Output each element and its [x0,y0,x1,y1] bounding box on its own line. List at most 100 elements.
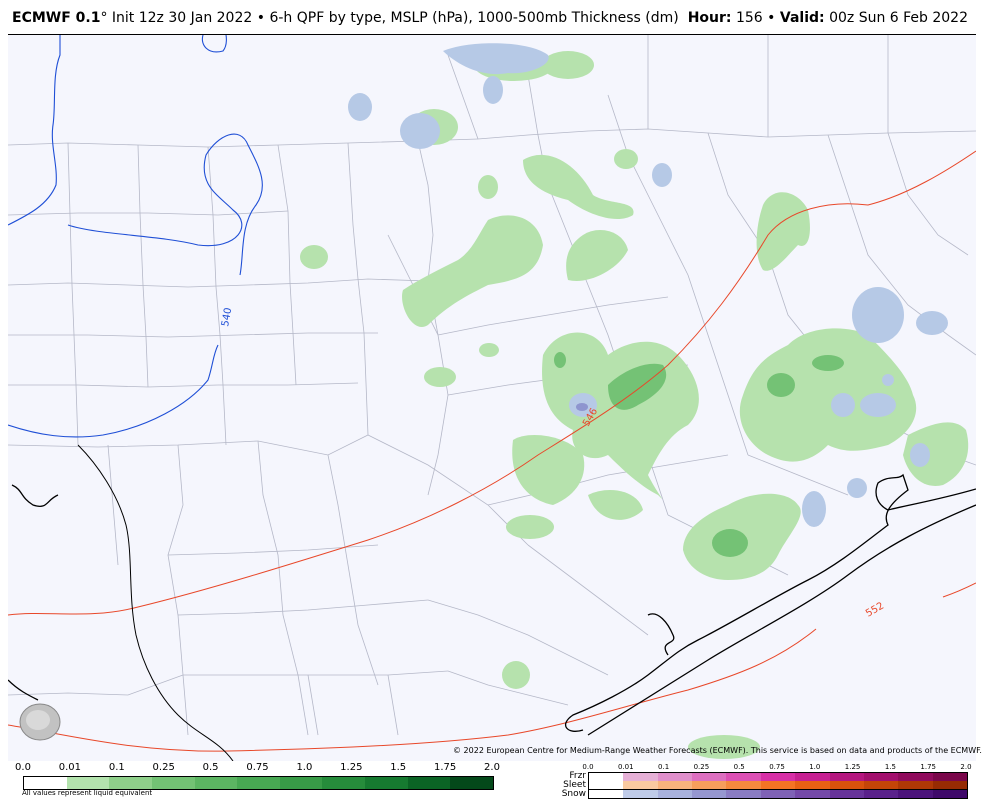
forecast-map: 540 546 552 [8,34,976,761]
qpf-color-swatch [237,777,280,789]
logo-icon [19,703,61,741]
hour-label: Hour: [687,10,732,26]
precip-type-tick-label: 1.75 [920,763,936,771]
precip-type-tick-label: 2.0 [960,763,972,771]
product-name: 6-h QPF by type, MSLP (hPa), 1000-500mb … [269,10,679,26]
precip-type-swatch [657,773,693,781]
precip-type-swatch [760,790,796,798]
precip-type-tick-label: 1.5 [884,763,896,771]
precip-type-swatch [932,781,967,789]
precip-type-tick-label: 0.01 [618,763,634,771]
qpf-tick-label: 0.5 [202,762,219,773]
label-552: 552 [864,601,886,620]
qpf-color-bar [23,776,494,790]
precip-type-tick-label: 1.0 [809,763,821,771]
qpf-color-swatch [24,777,67,789]
precip-type-swatch [795,773,830,781]
precip-type-swatch [623,781,658,789]
precip-type-label: Sleet [563,780,586,790]
map-canvas: 540 546 552 [8,35,976,761]
valid-time-header: Hour: 156 • Valid: 00z Sun 6 Feb 2022 [688,10,968,26]
precip-type-swatch [932,773,967,781]
qpf-tick-label: 0.1 [108,762,125,773]
precip-type-color-row [588,772,968,782]
map-title: ECMWF 0.1° Init 12z 30 Jan 2022 • 6-h QP… [12,10,679,26]
qpf-tick-label: 1.5 [390,762,407,773]
precip-type-swatch [898,773,933,781]
precip-type-swatch [589,773,624,781]
precip-type-swatch [589,781,624,789]
qpf-color-swatch [109,777,152,789]
forecast-hour: 156 [735,10,763,26]
precip-type-swatch [795,781,830,789]
precip-type-swatch [932,790,967,798]
precip-type-swatch [623,790,658,798]
precip-type-swatch [692,790,727,798]
qpf-tick-label: 1.25 [340,762,363,773]
precip-type-swatch [692,781,727,789]
precip-type-swatch [657,781,693,789]
label-540: 540 [220,307,234,328]
qpf-color-swatch [194,777,238,789]
rain-moderate-areas [554,352,844,557]
qpf-tick-label: 2.0 [484,762,500,773]
valid-label: Valid: [779,10,825,26]
precip-type-swatch [829,773,864,781]
qpf-tick-label: 0.75 [246,762,269,773]
precip-type-swatch [795,790,830,798]
precip-type-swatch [898,781,933,789]
precip-type-tick-label: 0.75 [769,763,785,771]
qpf-tick-label: 0.25 [152,762,175,773]
precip-type-swatch [726,790,761,798]
copyright-notice: © 2022 European Centre for Medium-Range … [453,746,982,755]
precip-type-swatch [589,790,624,798]
qpf-legend-note: All values represent liquid equivalent [22,789,153,797]
precip-type-swatch [898,790,933,798]
weatherbell-logo [14,700,76,742]
valid-time: 00z Sun 6 Feb 2022 [829,10,968,26]
precip-type-swatch [863,781,899,789]
qpf-color-swatch [407,777,451,789]
qpf-color-swatch [365,777,408,789]
precip-type-color-row [588,790,968,799]
qpf-color-swatch [279,777,323,789]
precip-type-swatch [692,773,727,781]
separator: • [767,10,776,26]
precip-type-swatch [829,781,864,789]
precip-type-swatch [863,790,899,798]
qpf-color-swatch [66,777,110,789]
precip-type-tick-label: 1.25 [844,763,861,771]
qpf-tick-label: 0.01 [58,762,82,773]
precip-type-swatch [760,781,796,789]
snow-areas [348,43,948,527]
thickness-552-contour [8,582,976,752]
qpf-color-swatch [151,777,195,789]
precip-type-swatch [657,790,693,798]
rio-grande-river [77,444,234,761]
precip-type-tick-label: 0.1 [658,763,670,771]
precip-type-label: Snow [561,789,586,799]
coastline [8,473,976,736]
init-time: Init 12z 30 Jan 2022 [111,10,253,26]
separator: • [256,10,265,26]
qpf-color-swatch [322,777,366,789]
qpf-tick-label: 0.0 [15,762,31,773]
precip-type-swatch [760,773,796,781]
qpf-color-swatch [450,777,494,789]
precip-type-swatch [726,773,761,781]
qpf-legend: 0.0 0.01 0.1 0.25 0.5 0.75 1.0 1.25 1.5 1.75 2.0 A… [14,762,500,802]
qpf-tick-label: 1.0 [296,762,313,773]
precip-type-tick-label: 0.5 [733,763,745,771]
thickness-546-contour [8,150,976,616]
precip-type-color-row [588,781,968,790]
precip-type-swatch [623,773,658,781]
precip-type-tick-label: 0.25 [693,763,710,771]
model-name: ECMWF 0.1 [12,10,101,26]
thickness-540-contour [8,35,263,438]
qpf-tick-label: 1.75 [433,762,457,773]
precip-type-label: Frzr [569,771,586,781]
precip-type-tick-label: 0.0 [582,763,594,771]
precip-type-swatch [863,773,899,781]
snow-moderate-areas [576,403,588,411]
degree-symbol: ° [100,10,108,26]
